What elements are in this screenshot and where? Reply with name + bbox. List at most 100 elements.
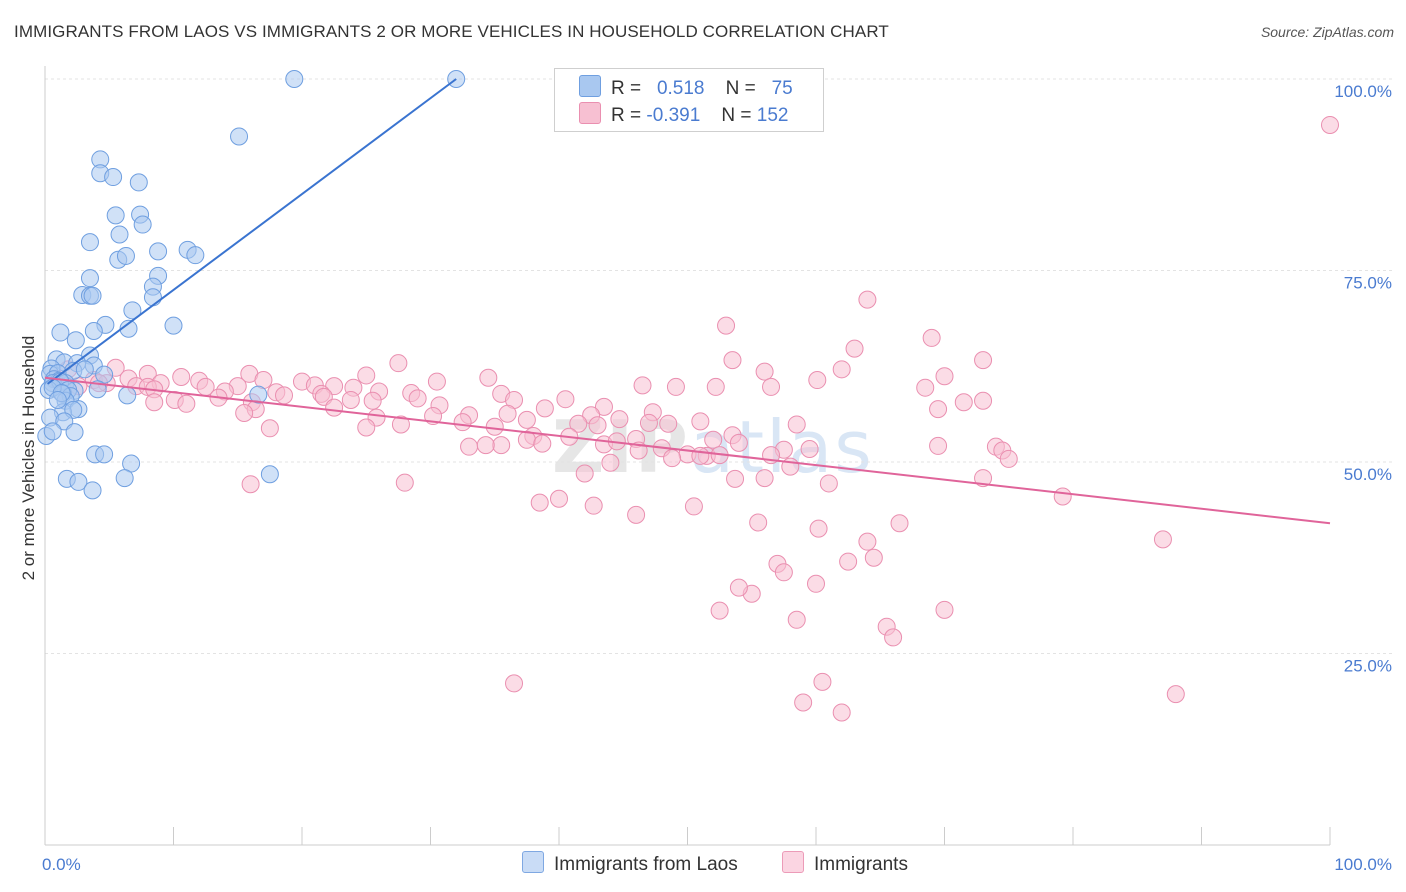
immigrants-point (929, 400, 948, 419)
laos-point (118, 386, 137, 405)
immigrants-point (974, 391, 993, 410)
legend-n-label: N = (721, 105, 752, 126)
immigrants-point (787, 610, 806, 629)
immigrants-point (575, 464, 594, 483)
immigrants-point (533, 434, 552, 453)
immigrants-point (391, 415, 410, 434)
y-tick-label: 100.0% (1334, 82, 1392, 101)
legend-n-value: 75 (771, 78, 793, 99)
legend-row-immigrants: R = -0.391 N = 152 (579, 102, 788, 126)
immigrants-point (974, 469, 993, 488)
laos-point (84, 322, 103, 341)
immigrants-point (723, 351, 742, 370)
immigrants-point (884, 628, 903, 647)
bottom-legend-swatch-laos (522, 851, 544, 873)
bottom-legend-label-immigrants: Immigrants (814, 854, 908, 875)
y-tick-label: 75.0% (1344, 274, 1392, 293)
immigrants-point (341, 390, 360, 409)
immigrants-point (807, 574, 825, 593)
laos-point (230, 127, 249, 146)
laos-point (83, 481, 102, 500)
immigrants-point (594, 397, 613, 416)
immigrants-point (517, 410, 536, 429)
immigrants-point (832, 703, 851, 722)
laos-point (110, 225, 129, 244)
immigrants-point (704, 430, 723, 449)
chart-title: IMMIGRANTS FROM LAOS VS IMMIGRANTS 2 OR … (14, 22, 889, 41)
y-axis-label: 2 or more Vehicles in Household (19, 336, 38, 581)
immigrants-point (1053, 487, 1072, 506)
bottom-legend-immigrants: Immigrants (782, 851, 908, 876)
immigrants-point (498, 404, 517, 423)
legend-r-value: -0.391 (646, 105, 701, 126)
immigrants-point (633, 376, 652, 395)
y-tick-label: 25.0% (1344, 657, 1392, 676)
laos-point (51, 323, 70, 342)
immigrants-point (275, 386, 294, 405)
immigrants-point (691, 446, 710, 465)
immigrants-point (935, 367, 954, 386)
source-note: Source: ZipAtlas.com (1260, 24, 1394, 40)
legend-r-label: R = (611, 78, 642, 99)
bottom-legend-swatch-immigrants (782, 851, 804, 873)
laos-point (116, 246, 135, 265)
immigrants-point (610, 410, 629, 429)
laos-point (66, 331, 85, 350)
laos-point (83, 286, 102, 305)
laos-point (186, 246, 205, 265)
immigrants-point (922, 328, 941, 347)
immigrants-point (999, 449, 1018, 468)
legend-n-label: N = (725, 78, 756, 99)
laos-point (149, 242, 168, 261)
laos-point (106, 206, 125, 225)
immigrants-point (260, 419, 279, 438)
immigrants-point (550, 489, 568, 508)
legend-swatch-immigrants (579, 102, 601, 124)
legend-r-value: 0.518 (656, 78, 705, 99)
immigrants-point (172, 367, 191, 386)
bottom-legend-label-laos: Immigrants from Laos (554, 854, 738, 875)
immigrants-point (755, 362, 774, 381)
immigrants-point (706, 377, 725, 396)
immigrants-point (749, 513, 768, 532)
immigrants-point (453, 413, 472, 432)
laos-point (129, 173, 148, 192)
laos-point (80, 269, 99, 288)
laos-point (43, 422, 62, 441)
laos-point (164, 316, 183, 335)
immigrants-point (1166, 685, 1185, 704)
laos-point (48, 390, 67, 409)
immigrants-point (663, 449, 682, 468)
immigrants-point (684, 497, 703, 516)
legend-r-label: R = (611, 105, 642, 126)
bottom-legend-laos: Immigrants from Laos (522, 851, 738, 876)
immigrants-point (1153, 530, 1172, 549)
immigrants-point (530, 493, 549, 512)
immigrants-point (505, 674, 524, 693)
immigrants-point (639, 413, 658, 432)
immigrants-point (584, 496, 603, 515)
immigrants-point (427, 372, 446, 391)
y-tick-label: 50.0% (1344, 465, 1392, 484)
immigrants-point (485, 417, 504, 436)
immigrants-point (145, 393, 164, 412)
immigrants-point (954, 393, 973, 412)
immigrants-point (357, 366, 376, 385)
immigrants-point (845, 339, 864, 358)
immigrants-point (556, 390, 575, 409)
immigrants-point (535, 399, 554, 418)
immigrants-point (819, 474, 838, 493)
immigrants-point (389, 354, 408, 373)
immigrants-point (808, 371, 827, 390)
immigrants-point (357, 418, 376, 437)
immigrants-point (929, 436, 948, 455)
immigrants-point (325, 398, 344, 417)
immigrants-point (787, 415, 806, 434)
immigrants-point (858, 532, 877, 551)
immigrants-point (794, 693, 813, 712)
immigrants-point (710, 601, 729, 620)
laos-point (115, 469, 134, 488)
immigrants-point (916, 378, 935, 397)
laos-point (133, 215, 152, 234)
